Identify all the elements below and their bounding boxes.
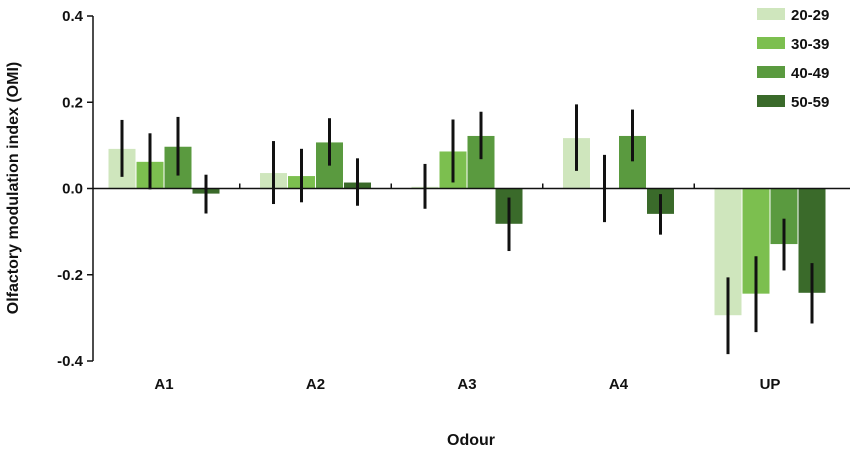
y-tick-label: 0.4 [62,8,84,25]
x-tick-label-up: UP [760,376,781,393]
x-tick-label-a3: A3 [457,376,476,393]
x-tick-label-a1: A1 [154,376,173,393]
y-tick-label: -0.4 [57,353,84,370]
legend-label-40-49: 40-49 [791,65,829,82]
axes-layer [87,15,850,362]
legend-swatch-50-59 [757,95,785,107]
legend-label-20-29: 20-29 [791,7,829,24]
legend-label-30-39: 30-39 [791,36,829,53]
legend-swatch-20-29 [757,8,785,20]
legend-swatch-40-49 [757,66,785,78]
x-tick-label-a2: A2 [306,376,325,393]
legend-swatch-30-39 [757,37,785,49]
labels-layer: 0.4 0.2 0.0 -0.2 -0.4 A1 A2 A3 A4 UP [57,8,780,393]
bars-layer [107,134,827,317]
y-tick-label: 0.2 [62,94,83,111]
x-axis-title: Odour [447,432,495,449]
legend: 20-29 30-39 40-49 50-59 [757,7,829,111]
y-tick-label: -0.2 [57,267,83,284]
x-tick-label-a4: A4 [609,376,629,393]
error-bars-layer [120,104,814,355]
y-tick-label: 0.0 [62,181,83,198]
y-axis-title: Olfactory modulation index (OMI) [5,62,22,314]
legend-label-50-59: 50-59 [791,94,829,111]
